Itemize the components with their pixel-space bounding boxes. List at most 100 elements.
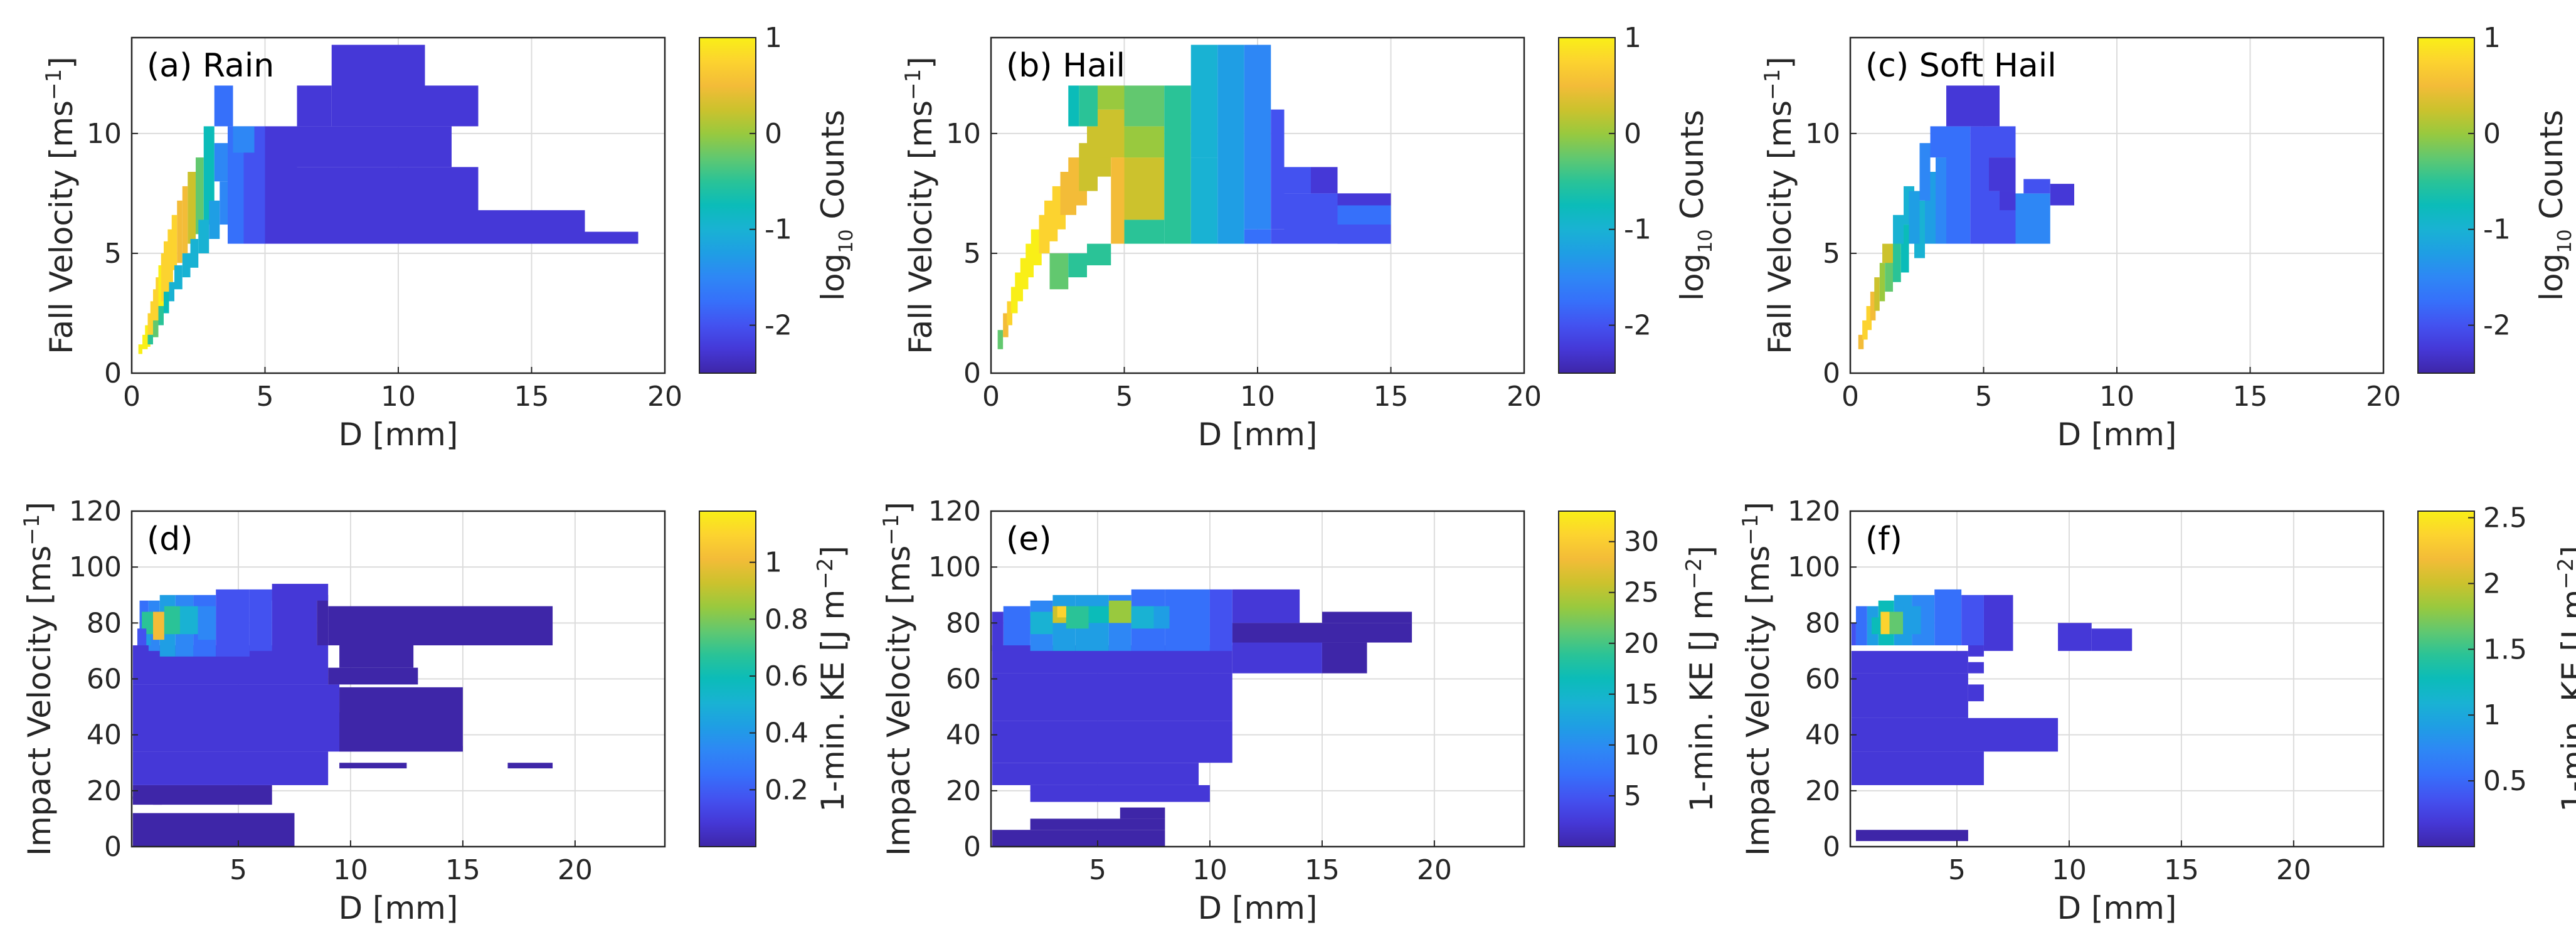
y-tick-label: 100 (69, 551, 122, 583)
x-tick-label: 20 (2276, 854, 2311, 886)
heatmap-cell (132, 785, 272, 805)
heatmap-cell (167, 229, 173, 282)
heatmap-cell (1851, 623, 1856, 645)
heatmap-cell (1311, 167, 1338, 194)
colorbar-label-end: ] (815, 546, 851, 558)
y-axis-label-main: Fall Velocity [ms (1762, 100, 1798, 354)
heatmap-cell (1337, 205, 1391, 225)
colorbar-tick-label: 1 (765, 547, 782, 579)
y-tick-label: 0 (963, 831, 981, 863)
heatmap-cell (1936, 157, 1946, 244)
heatmap-cell (1108, 600, 1132, 623)
y-tick-label: 5 (1823, 238, 1840, 270)
heatmap-cell (216, 589, 250, 657)
x-tick-label: 5 (1948, 854, 1966, 886)
colorbar-label: log10 Counts (815, 110, 857, 301)
colorbar-label: 1-min. KE [J m−2] (1682, 546, 1720, 812)
y-axis-label-main: Fall Velocity [ms (43, 100, 80, 354)
colorbar-label-exponent: −2 (813, 558, 838, 590)
heatmap-cell (214, 85, 233, 127)
heatmap-cell (272, 583, 329, 601)
heatmap-cell (1903, 606, 1921, 635)
y-tick-label: 0 (963, 357, 981, 389)
x-tick-labels: 0 5 10 15 20 (1842, 367, 2401, 413)
x-tick-label: 15 (1305, 854, 1340, 886)
heatmap-cell (1131, 606, 1154, 629)
y-axis-label-main: Impact Velocity [ms (21, 546, 58, 856)
x-tick-label: 5 (1975, 381, 1993, 413)
heatmap-cell (1124, 126, 1165, 158)
heatmap-cell (1049, 253, 1069, 290)
x-tick-labels: 5 10 15 20 (1948, 840, 2311, 886)
heatmap-cell (1088, 606, 1109, 623)
heatmap-cell (1232, 589, 1300, 623)
heatmap-cell (328, 667, 418, 685)
heatmap-cell (1946, 126, 1971, 244)
x-tick-label: 10 (1192, 854, 1227, 886)
x-tick-labels: 0 5 10 15 20 (982, 367, 1542, 413)
colorbar-tick-label: 0.2 (765, 774, 808, 806)
x-tick-label: 10 (2099, 381, 2134, 413)
y-axis-label: Impact Velocity [ms−1] (879, 502, 917, 856)
heatmap-cell (1983, 595, 2013, 651)
panel-title: (c) Soft Hail (1865, 47, 2057, 85)
heatmap-cell (132, 751, 329, 785)
y-tick-label: 0 (1823, 831, 1840, 863)
heatmap-cells (132, 583, 553, 847)
heatmap-cell (1851, 751, 1984, 785)
heatmap-cell (328, 606, 553, 645)
colorbar-tick-labels: 1 0 -1 -2 (750, 22, 792, 342)
x-tick-label: 10 (381, 381, 416, 413)
panel-title: (d) (147, 521, 193, 558)
y-tick-label: 10 (946, 118, 981, 150)
x-tick-label: 10 (333, 854, 368, 886)
heatmap-cell (1209, 589, 1232, 651)
colorbar-tick-label: 15 (1624, 679, 1659, 711)
y-tick-label: 60 (946, 664, 981, 696)
heatmap-cells (992, 589, 1413, 847)
y-tick-labels: 0 5 10 (946, 118, 997, 389)
heatmap-cell (1284, 167, 1311, 194)
heatmap-cell (147, 334, 153, 345)
colorbar-label-end: ] (2555, 546, 2576, 558)
colorbar-label-main: log (2533, 253, 2570, 301)
heatmap-cell (992, 721, 1232, 763)
y-tick-label: 5 (963, 238, 981, 270)
y-tick-label: 100 (1788, 551, 1840, 583)
y-axis-label-bracket: ] (881, 502, 917, 514)
heatmap-cell (1003, 313, 1009, 337)
heatmap-cell (1068, 253, 1087, 278)
y-axis-label-bracket: ] (1740, 502, 1776, 514)
panel-f-soft-hail-ke: 5 10 15 20 0 20 40 60 80 100 120 (f) D [mm] Impac… (1738, 495, 2576, 926)
colorbar-label-exponent: −2 (2553, 558, 2576, 590)
heatmap-cell (1874, 277, 1880, 311)
heatmap-cell (2023, 179, 2050, 194)
heatmap-cell (1858, 334, 1864, 349)
y-tick-labels: 0 20 40 60 80 100 120 (928, 495, 997, 863)
y-axis-label: Fall Velocity [ms−1] (41, 56, 80, 354)
colorbar-tick-label: -1 (2483, 214, 2511, 246)
heatmap-cell (1882, 243, 1893, 263)
heatmap-cell (171, 214, 178, 270)
colorbar-tick-label: 10 (1624, 729, 1659, 761)
heatmap-cell (164, 292, 169, 314)
heatmap-cell (196, 157, 204, 235)
colorbar: 10-1-2 log10 Counts (1558, 22, 1717, 374)
panel-title: (b) Hail (1006, 47, 1125, 85)
y-axis-label-exponent: −1 (19, 514, 45, 546)
heatmap-cell (507, 763, 553, 769)
y-tick-label: 40 (1805, 719, 1840, 751)
x-tick-label: 10 (2052, 854, 2087, 886)
colorbar-gradient (1558, 37, 1616, 374)
colorbar-label-exponent: −2 (1682, 558, 1707, 590)
heatmap-cell (179, 606, 198, 635)
colorbar: 10-1-2 log10 Counts (699, 22, 857, 374)
heatmap-cell (164, 241, 169, 292)
colorbar-tick-label: 1 (1624, 22, 1641, 54)
x-tick-label: 20 (1507, 381, 1542, 413)
panel-title: (a) Rain (147, 47, 274, 85)
colorbar-tick-label: 0.5 (2483, 765, 2527, 797)
colorbar-gradient (699, 37, 756, 374)
y-axis-label-main: Impact Velocity [ms (881, 546, 917, 856)
